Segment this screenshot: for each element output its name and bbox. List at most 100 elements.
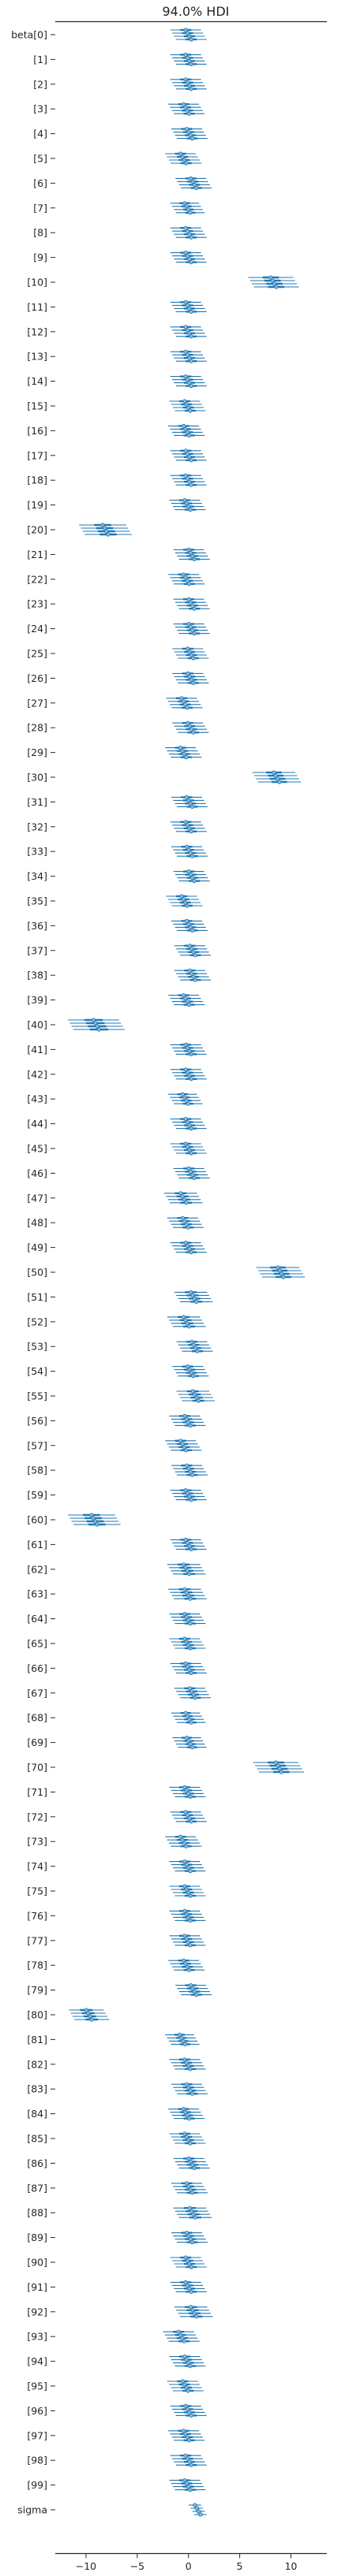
y-tick-label: [29]: [27, 746, 47, 758]
y-tick-label: [20]: [27, 524, 47, 536]
point-estimate: [179, 2035, 184, 2040]
point-estimate: [187, 1686, 193, 1691]
interval-row: [170, 473, 207, 487]
point-estimate: [182, 1612, 187, 1617]
interval-row: [169, 1636, 206, 1651]
point-estimate: [193, 977, 198, 982]
point-estimate: [273, 773, 278, 778]
point-estimate: [183, 2403, 188, 2408]
point-estimate: [183, 2110, 188, 2115]
point-estimate: [185, 1664, 190, 1669]
point-estimate: [184, 1222, 189, 1227]
y-tick-label: [12]: [27, 326, 47, 337]
interval-row: [171, 795, 208, 810]
point-estimate: [184, 161, 189, 166]
y-tick-label: [63]: [27, 1588, 47, 1600]
y-tick-label: [32]: [27, 821, 47, 832]
point-estimate: [190, 1986, 195, 1991]
point-estimate: [182, 2429, 186, 2433]
y-tick-label: [60]: [27, 1514, 47, 1526]
point-estimate: [189, 2091, 195, 2096]
y-tick-label: [88]: [27, 2207, 47, 2219]
interval-row: [174, 968, 211, 982]
point-estimate: [185, 2435, 189, 2440]
point-estimate: [100, 523, 105, 527]
point-estimate: [194, 1993, 199, 1997]
point-estimate: [190, 553, 195, 559]
point-estimate: [189, 1670, 193, 1675]
y-tick-label: [76]: [27, 1910, 47, 1922]
y-tick-label: [22]: [27, 573, 47, 585]
point-estimate: [189, 1720, 193, 1725]
point-estimate: [193, 1346, 198, 1350]
interval-row: [168, 2107, 205, 2121]
point-estimate: [187, 356, 192, 360]
y-tick-label: [89]: [27, 2232, 47, 2243]
interval-row: [173, 2206, 212, 2220]
point-estimate: [184, 1912, 189, 1916]
point-estimate: [187, 2410, 192, 2414]
interval-row: [169, 1934, 206, 1948]
point-estimate: [186, 405, 191, 410]
y-tick-label: [65]: [27, 1638, 47, 1650]
point-estimate: [189, 1052, 193, 1057]
point-estimate: [187, 1048, 192, 1054]
point-estimate: [275, 776, 280, 781]
interval-row: [67, 1513, 121, 1527]
point-estimate: [182, 1197, 187, 1202]
point-estimate: [189, 37, 193, 42]
point-estimate: [178, 1834, 183, 1839]
interval-row: [170, 1067, 207, 1081]
point-estimate: [187, 826, 192, 831]
y-tick-label: [99]: [27, 2479, 47, 2491]
interval-row: [165, 745, 202, 760]
point-estimate: [182, 1315, 186, 1320]
point-estimate: [191, 1342, 196, 1347]
interval-row: [170, 1661, 207, 1675]
y-tick-label: [44]: [27, 1118, 47, 1130]
point-estimate: [189, 2191, 195, 2195]
point-estimate: [180, 1215, 185, 1220]
point-estimate: [185, 903, 189, 908]
point-estimate: [187, 1368, 192, 1372]
point-estimate: [184, 2231, 189, 2235]
point-estimate: [185, 1491, 190, 1496]
point-estimate: [268, 275, 273, 280]
y-tick-label: [51]: [27, 1291, 47, 1303]
point-estimate: [178, 1439, 183, 1443]
point-estimate: [186, 621, 191, 627]
point-estimate: [187, 2286, 192, 2291]
y-tick-label: [45]: [27, 1143, 47, 1155]
y-tick-label: [70]: [27, 1762, 47, 1774]
point-estimate: [188, 2141, 193, 2146]
point-estimate: [181, 699, 185, 704]
point-estimate: [183, 2432, 188, 2436]
point-estimate: [177, 2032, 182, 2037]
point-estimate: [184, 2060, 189, 2065]
point-estimate: [180, 154, 185, 159]
point-estimate: [184, 2358, 189, 2362]
point-estimate: [191, 950, 196, 955]
y-tick-label: [21]: [27, 549, 47, 560]
point-estimate: [178, 151, 183, 156]
point-estimate: [183, 426, 188, 432]
y-tick-label: [49]: [27, 1241, 47, 1253]
point-estimate: [184, 1201, 189, 1205]
point-estimate: [185, 1244, 190, 1249]
y-tick-label: [68]: [27, 1712, 47, 1724]
point-estimate: [188, 624, 193, 630]
y-tick-label: [52]: [27, 1316, 47, 1327]
point-estimate: [184, 1590, 189, 1595]
point-estimate: [184, 754, 189, 760]
point-estimate: [189, 458, 193, 463]
point-estimate: [183, 1537, 188, 1543]
interval-row: [165, 151, 202, 166]
point-estimate: [184, 918, 189, 924]
point-estimate: [187, 1543, 192, 1549]
point-estimate: [191, 1692, 196, 1697]
y-tick-label: [56]: [27, 1415, 47, 1427]
y-tick-label: [25]: [27, 648, 47, 660]
y-tick-label: [75]: [27, 1885, 47, 1897]
point-estimate: [181, 897, 185, 902]
